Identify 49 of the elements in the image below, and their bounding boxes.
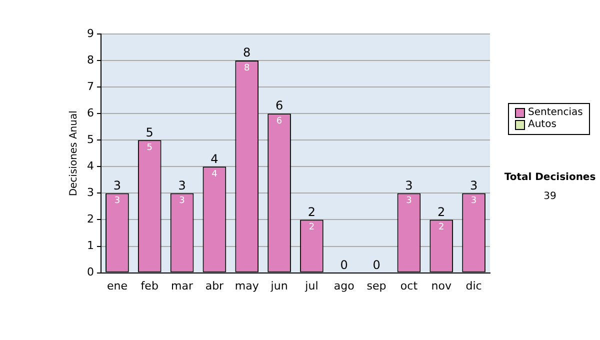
- x-tick-label: jul: [304, 279, 318, 292]
- x-tick-label: may: [234, 279, 260, 292]
- total-label: 8: [243, 46, 251, 60]
- y-tick-label: 9: [87, 26, 94, 40]
- text: Total Decisiones: [503, 172, 597, 183]
- y-tick-label: 4: [87, 160, 94, 173]
- data-label: 3: [406, 196, 412, 206]
- y-tick-label: 5: [87, 132, 94, 146]
- total-label: 0: [372, 258, 380, 272]
- x-tick-label: abr: [205, 279, 224, 292]
- x-tick-label: oct: [400, 279, 418, 292]
- y-tick-label: 3: [87, 186, 94, 200]
- x-tick-label: feb: [140, 279, 158, 292]
- total-label: 0: [340, 258, 348, 272]
- total-label: 3: [405, 178, 413, 192]
- y-tick-label: 1: [87, 239, 94, 252]
- y-tick-label: 7: [87, 80, 94, 93]
- total-label: 3: [470, 178, 478, 192]
- data-label: 5: [146, 142, 152, 153]
- data-label: 2: [438, 222, 444, 233]
- text: 39: [542, 191, 558, 202]
- data-label: 4: [212, 170, 218, 180]
- x-tick-label: sep: [366, 279, 386, 292]
- total-label: 4: [210, 152, 218, 166]
- x-tick-label: mar: [171, 279, 194, 292]
- y-tick-label: 0: [87, 266, 94, 279]
- data-label: 3: [179, 196, 185, 206]
- total-label: 3: [178, 178, 186, 192]
- x-tick-label: nov: [431, 279, 452, 292]
- data-label: 3: [470, 196, 477, 206]
- data-label: 8: [244, 63, 250, 74]
- x-tick-label: dic: [466, 279, 482, 292]
- x-tick-label: ago: [334, 279, 355, 292]
- y-tick-label: 8: [87, 53, 94, 66]
- x-tick-label: jun: [270, 279, 288, 292]
- y-axis-title: Decisiones Anual: [68, 110, 80, 196]
- data-label: 6: [276, 116, 282, 126]
- data-label: 2: [308, 222, 315, 233]
- total-label: 2: [438, 204, 446, 219]
- total-label: 5: [146, 125, 154, 140]
- x-tick-label: ene: [106, 279, 128, 292]
- data-label: 3: [114, 196, 120, 206]
- legend-label: Sentencias: [528, 107, 583, 119]
- total-label: 2: [308, 204, 316, 219]
- total-label: 3: [113, 178, 122, 192]
- y-tick-label: 6: [87, 106, 94, 120]
- y-tick-label: 2: [87, 212, 94, 226]
- legend-label: Autos: [528, 119, 556, 131]
- total-label: 6: [275, 98, 284, 113]
